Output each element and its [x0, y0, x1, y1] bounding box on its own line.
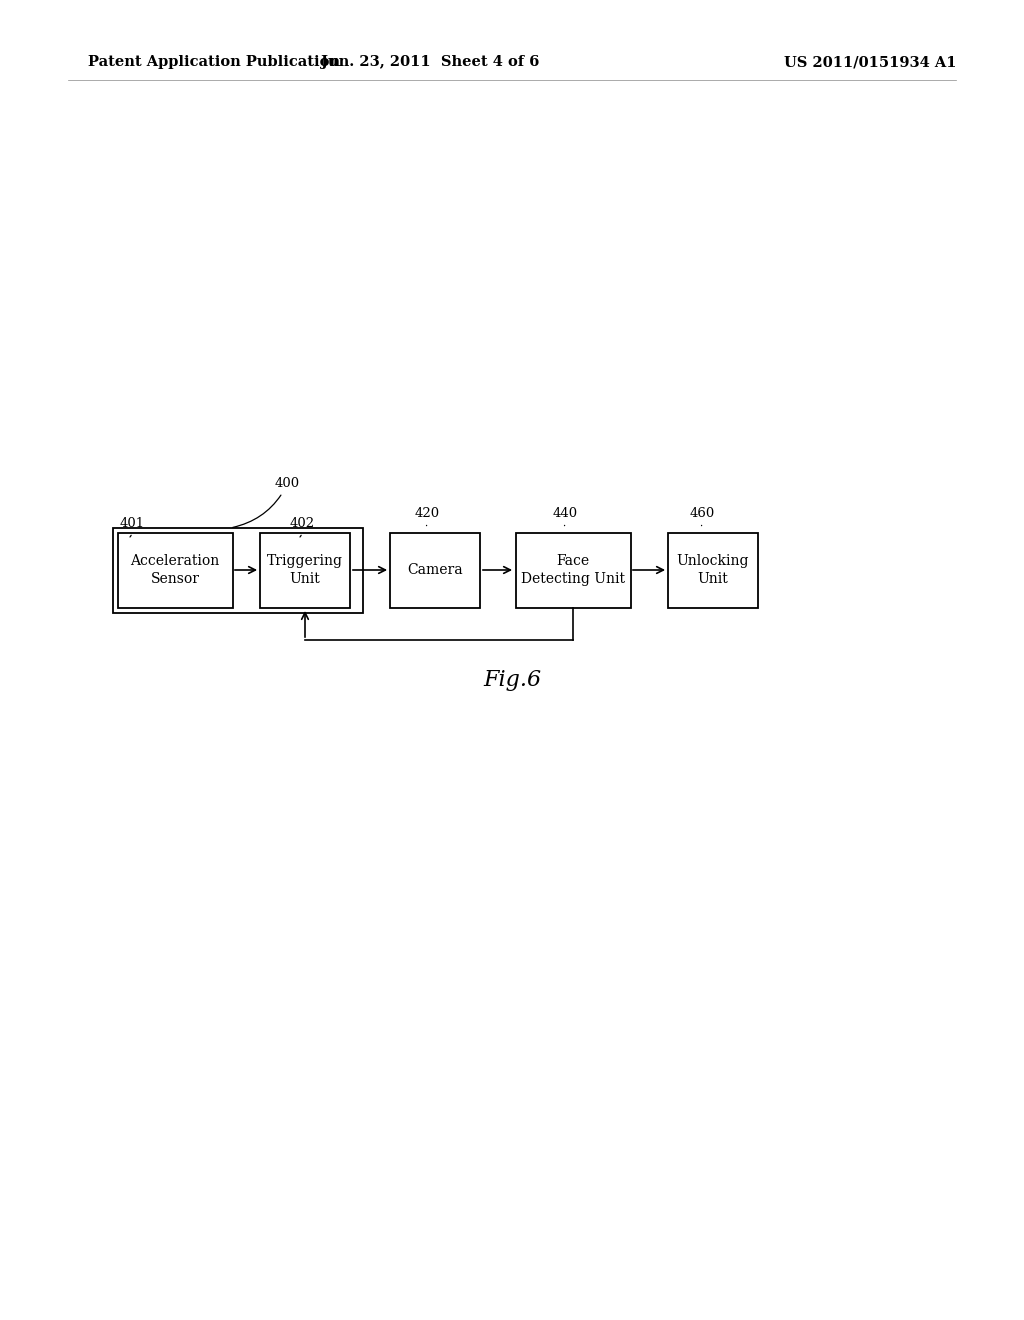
- Text: Patent Application Publication: Patent Application Publication: [88, 55, 340, 69]
- Text: US 2011/0151934 A1: US 2011/0151934 A1: [783, 55, 956, 69]
- Text: Fig.6: Fig.6: [483, 669, 541, 690]
- Text: Camera: Camera: [408, 564, 463, 577]
- Text: 460: 460: [690, 507, 715, 525]
- Bar: [668, 532, 758, 607]
- Text: 420: 420: [415, 507, 440, 525]
- Text: Acceleration
Sensor: Acceleration Sensor: [130, 554, 219, 586]
- Bar: [260, 532, 350, 607]
- Bar: [515, 532, 631, 607]
- Text: Triggering
Unit: Triggering Unit: [267, 554, 343, 586]
- Bar: [118, 532, 232, 607]
- Text: Jun. 23, 2011  Sheet 4 of 6: Jun. 23, 2011 Sheet 4 of 6: [321, 55, 540, 69]
- Text: 440: 440: [553, 507, 579, 525]
- Text: 401: 401: [120, 517, 145, 537]
- Bar: [390, 532, 480, 607]
- Text: 402: 402: [290, 517, 315, 537]
- Text: Face
Detecting Unit: Face Detecting Unit: [521, 554, 625, 586]
- Text: Unlocking
Unit: Unlocking Unit: [677, 554, 750, 586]
- Bar: [113, 528, 362, 612]
- Text: 400: 400: [232, 477, 300, 528]
